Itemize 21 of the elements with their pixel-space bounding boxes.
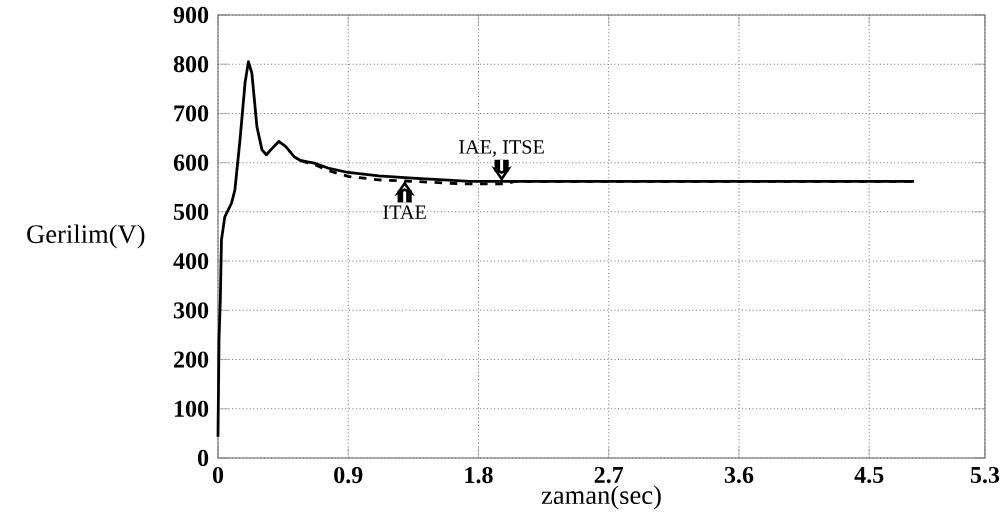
y-tick-label: 0	[197, 449, 209, 467]
y-tick-label: 100	[174, 400, 209, 417]
x-tick-label: 0.9	[334, 466, 363, 484]
x-tick-label: 0	[212, 466, 224, 484]
y-tick-label: 300	[173, 302, 209, 319]
annotation: ITAE	[383, 205, 426, 219]
y-tick-label: 200	[174, 351, 209, 368]
y-tick-label: 900	[173, 6, 209, 24]
x-tick-label: 2.7	[594, 466, 624, 484]
y-tick-label: 500	[173, 203, 209, 220]
y-tick-label: 400	[173, 252, 209, 270]
y-tick-label: 800	[173, 56, 209, 73]
y-tick-label: 700	[174, 105, 209, 122]
y-axis-title: Gerilim(V)	[27, 224, 145, 249]
x-tick-label: 5.3	[970, 466, 1000, 484]
x-axis-title: zaman(sec)	[541, 485, 661, 510]
annotation: IAE, ITSE	[459, 140, 544, 157]
x-tick-label: 1.8	[465, 466, 493, 484]
x-tick-label: 4.5	[854, 466, 884, 484]
x-tick-label: 3.6	[724, 466, 754, 484]
y-tick-label: 600	[173, 154, 209, 171]
